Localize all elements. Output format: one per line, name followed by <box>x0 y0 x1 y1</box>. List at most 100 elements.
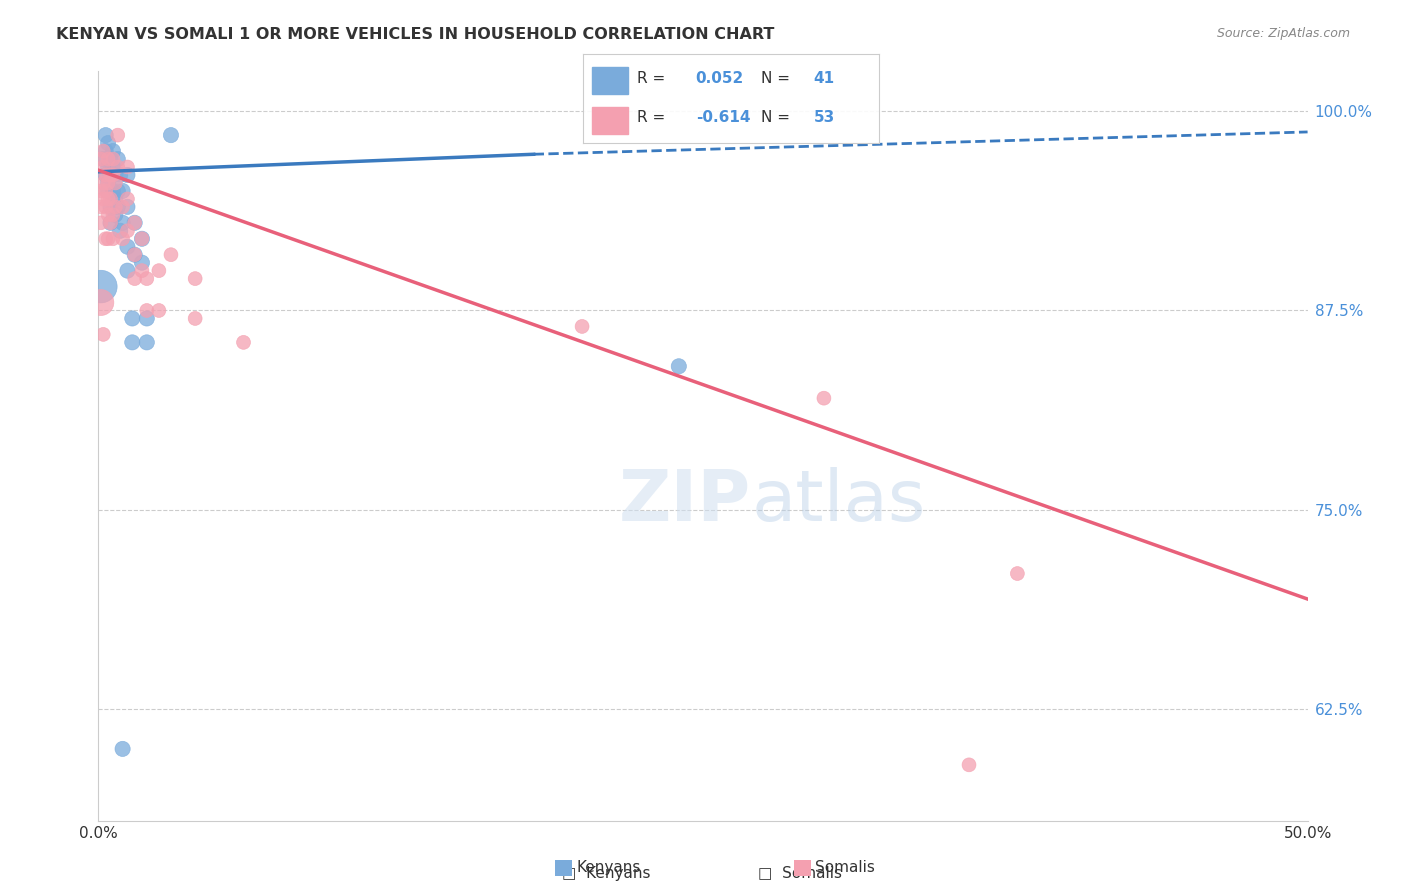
Point <box>101 168 124 182</box>
Point <box>131 263 153 277</box>
Point <box>1007 566 1029 581</box>
Point <box>101 144 124 158</box>
Point <box>97 152 120 166</box>
Point <box>148 263 170 277</box>
Point <box>91 176 114 190</box>
Point <box>94 144 117 158</box>
Point <box>232 335 254 350</box>
Point <box>131 232 153 246</box>
Point <box>135 271 157 285</box>
Point <box>97 136 120 150</box>
Point <box>121 335 143 350</box>
Text: Kenyans: Kenyans <box>576 861 641 875</box>
Point <box>101 184 124 198</box>
Text: □  Somalis: □ Somalis <box>758 865 842 880</box>
Point <box>104 200 127 214</box>
Text: 53: 53 <box>814 111 835 125</box>
Point <box>117 263 139 277</box>
Point <box>100 216 122 230</box>
Text: N =: N = <box>761 111 794 125</box>
Point <box>813 391 835 405</box>
Point <box>111 216 134 230</box>
Point <box>100 168 122 182</box>
Text: N =: N = <box>761 71 794 86</box>
Point <box>91 327 114 342</box>
Point <box>117 240 139 254</box>
Point <box>121 311 143 326</box>
Point <box>131 232 153 246</box>
Point <box>124 216 146 230</box>
Point <box>117 224 139 238</box>
Point <box>100 152 122 166</box>
Point <box>107 160 129 174</box>
Point <box>124 248 146 262</box>
Point <box>957 757 980 772</box>
Text: atlas: atlas <box>751 467 925 536</box>
Point <box>100 200 122 214</box>
Point <box>111 232 134 246</box>
Point <box>97 232 120 246</box>
Bar <box>592 67 627 94</box>
Point <box>104 208 127 222</box>
Point <box>91 144 114 158</box>
Point <box>107 152 129 166</box>
Point <box>101 160 124 174</box>
Point <box>100 192 122 206</box>
Point <box>101 208 124 222</box>
Point <box>111 742 134 756</box>
Point <box>107 200 129 214</box>
Point <box>117 192 139 206</box>
Point <box>111 184 134 198</box>
Point <box>94 128 117 142</box>
Point <box>101 152 124 166</box>
Point <box>91 192 114 206</box>
Point <box>117 160 139 174</box>
Point <box>104 176 127 190</box>
Point <box>184 311 207 326</box>
Point <box>97 184 120 198</box>
Point <box>108 168 131 182</box>
Bar <box>592 107 627 134</box>
Text: -0.614: -0.614 <box>696 111 751 125</box>
Point <box>160 128 183 142</box>
Text: □  Kenyans: □ Kenyans <box>562 865 651 880</box>
Point <box>91 160 114 174</box>
Point <box>135 303 157 318</box>
Point <box>104 168 127 182</box>
Point <box>94 168 117 182</box>
Point <box>107 184 129 198</box>
Point <box>117 168 139 182</box>
Point <box>107 128 129 142</box>
Point <box>94 200 117 214</box>
Point <box>97 208 120 222</box>
Point <box>100 216 122 230</box>
Point <box>124 271 146 285</box>
Text: ZIP: ZIP <box>619 467 751 536</box>
Point <box>90 184 112 198</box>
Point <box>101 232 124 246</box>
Point <box>668 359 690 374</box>
Point <box>90 200 112 214</box>
Text: 0.052: 0.052 <box>696 71 744 86</box>
Point <box>90 279 112 293</box>
Point <box>97 176 120 190</box>
Point <box>124 216 146 230</box>
Point <box>124 248 146 262</box>
Point <box>135 335 157 350</box>
Point <box>100 168 122 182</box>
Point <box>184 271 207 285</box>
Point <box>97 192 120 206</box>
Point <box>90 295 112 310</box>
Point <box>160 248 183 262</box>
Point <box>97 176 120 190</box>
Text: R =: R = <box>637 71 669 86</box>
Point <box>104 192 127 206</box>
Point <box>108 224 131 238</box>
Point <box>131 255 153 269</box>
Text: R =: R = <box>637 111 669 125</box>
Point <box>117 200 139 214</box>
Text: Source: ZipAtlas.com: Source: ZipAtlas.com <box>1216 27 1350 40</box>
Point <box>94 184 117 198</box>
Point <box>111 200 134 214</box>
Text: 41: 41 <box>814 71 835 86</box>
